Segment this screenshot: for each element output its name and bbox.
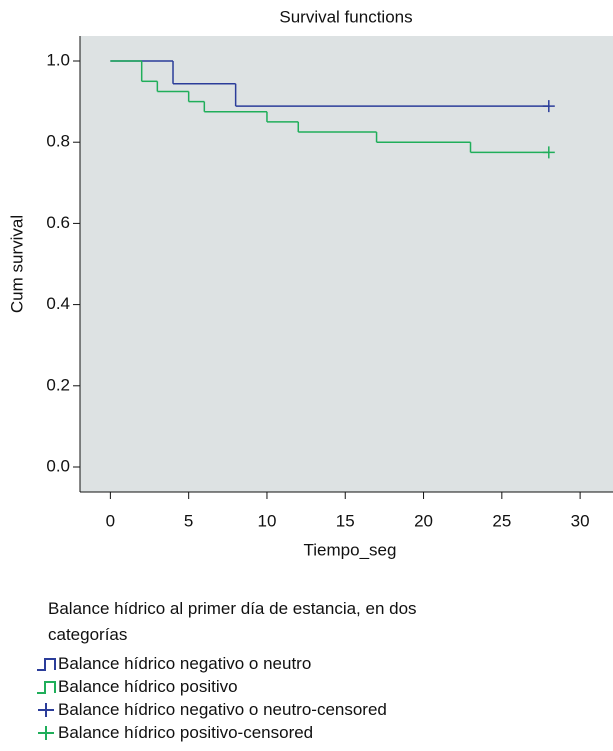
y-tick-label: 1.0 bbox=[46, 50, 70, 69]
x-tick-label: 30 bbox=[571, 511, 590, 530]
chart-title: Survival functions bbox=[279, 7, 412, 26]
x-tick-label: 10 bbox=[257, 511, 276, 530]
x-tick-label: 0 bbox=[106, 511, 115, 530]
legend-label: Balance hídrico negativo o neutro-censor… bbox=[58, 699, 387, 719]
legend-icon bbox=[38, 702, 54, 717]
x-tick-label: 5 bbox=[184, 511, 193, 530]
legend-label: Balance hídrico negativo o neutro bbox=[58, 653, 312, 673]
x-tick-label: 20 bbox=[414, 511, 433, 530]
legend-symbol bbox=[37, 657, 56, 671]
legend-entry: Balance hídrico negativo o neutro bbox=[36, 652, 387, 675]
x-tick-label: 15 bbox=[336, 511, 355, 530]
y-tick-label: 0.6 bbox=[46, 213, 70, 232]
y-tick-label: 0.2 bbox=[46, 375, 70, 394]
y-tick-label: 0.0 bbox=[46, 456, 70, 475]
chart: Survival functions Tiempo_seg Cum surviv… bbox=[7, 7, 613, 559]
legend-symbol bbox=[38, 725, 54, 740]
legend-symbol bbox=[38, 702, 54, 717]
legend: Balance hídrico negativo o neutro Balance… bbox=[36, 652, 387, 744]
legend-label: Balance hídrico positivo-censored bbox=[58, 722, 314, 742]
y-axis-label: Cum survival bbox=[7, 215, 26, 313]
legend-entry: Balance hídrico positivo-censored bbox=[36, 721, 387, 744]
y-tick-label: 0.8 bbox=[46, 132, 70, 151]
legend-label: Balance hídrico positivo bbox=[58, 676, 238, 696]
legend-symbol bbox=[37, 680, 56, 694]
legend-title: Balance hídrico al primer día de estanci… bbox=[48, 599, 417, 644]
legend-icon bbox=[37, 657, 56, 671]
y-tick-label: 0.4 bbox=[46, 294, 70, 313]
censor-mark bbox=[542, 146, 555, 159]
legend-entry: Balance hídrico negativo o neutro-censor… bbox=[36, 698, 387, 721]
legend-entry: Balance hídrico positivo bbox=[36, 675, 387, 698]
legend-icon bbox=[37, 680, 56, 694]
legend-icon bbox=[38, 725, 54, 740]
censor-mark bbox=[542, 100, 555, 113]
plot-background bbox=[80, 36, 613, 492]
x-axis-label: Tiempo_seg bbox=[304, 540, 397, 559]
x-tick-label: 25 bbox=[492, 511, 511, 530]
